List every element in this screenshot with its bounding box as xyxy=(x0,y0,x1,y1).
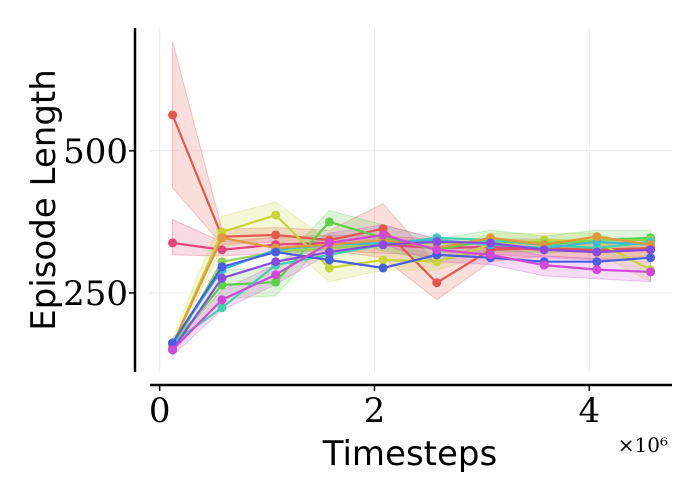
point xyxy=(217,295,227,305)
point xyxy=(271,247,281,257)
bands xyxy=(172,41,652,357)
point xyxy=(324,263,334,273)
y-tick-label: 500 xyxy=(63,132,128,172)
point xyxy=(592,265,602,275)
point xyxy=(432,245,442,255)
grid xyxy=(150,28,672,372)
x-tick-label: 4 xyxy=(578,391,600,431)
point xyxy=(217,245,227,255)
y-axis-label: Episode Length xyxy=(24,69,64,331)
point xyxy=(324,238,334,248)
point xyxy=(324,255,334,265)
point xyxy=(539,245,549,255)
point xyxy=(378,224,388,234)
point xyxy=(271,270,281,280)
point xyxy=(592,257,602,267)
point xyxy=(217,233,227,243)
point xyxy=(592,232,602,242)
point xyxy=(432,278,442,288)
point xyxy=(217,262,227,272)
point xyxy=(646,245,656,255)
point xyxy=(485,238,495,248)
point xyxy=(271,277,281,287)
series-line xyxy=(171,233,651,351)
point xyxy=(324,217,334,227)
point xyxy=(271,230,281,240)
point xyxy=(592,247,602,257)
lines xyxy=(168,110,656,355)
point xyxy=(324,247,334,257)
point xyxy=(646,253,656,263)
x-tick-label: 2 xyxy=(364,391,386,431)
series-line xyxy=(171,250,651,344)
point xyxy=(168,345,178,355)
point xyxy=(432,257,442,267)
band xyxy=(172,224,652,357)
point xyxy=(217,303,227,313)
point xyxy=(168,238,178,248)
point xyxy=(432,237,442,247)
point xyxy=(646,267,656,277)
point xyxy=(539,260,549,270)
x-offset-label: ×10⁶ xyxy=(618,433,668,457)
point xyxy=(378,230,388,240)
point xyxy=(217,273,227,283)
x-tick-label: 0 xyxy=(149,391,171,431)
y-tick-label: 250 xyxy=(63,274,128,314)
point xyxy=(378,240,388,250)
point xyxy=(378,255,388,265)
point xyxy=(378,263,388,273)
point xyxy=(271,210,281,220)
point xyxy=(271,257,281,267)
point xyxy=(168,110,178,120)
series-line xyxy=(171,114,651,285)
x-axis-label: Timesteps xyxy=(322,434,497,474)
point xyxy=(485,250,495,260)
